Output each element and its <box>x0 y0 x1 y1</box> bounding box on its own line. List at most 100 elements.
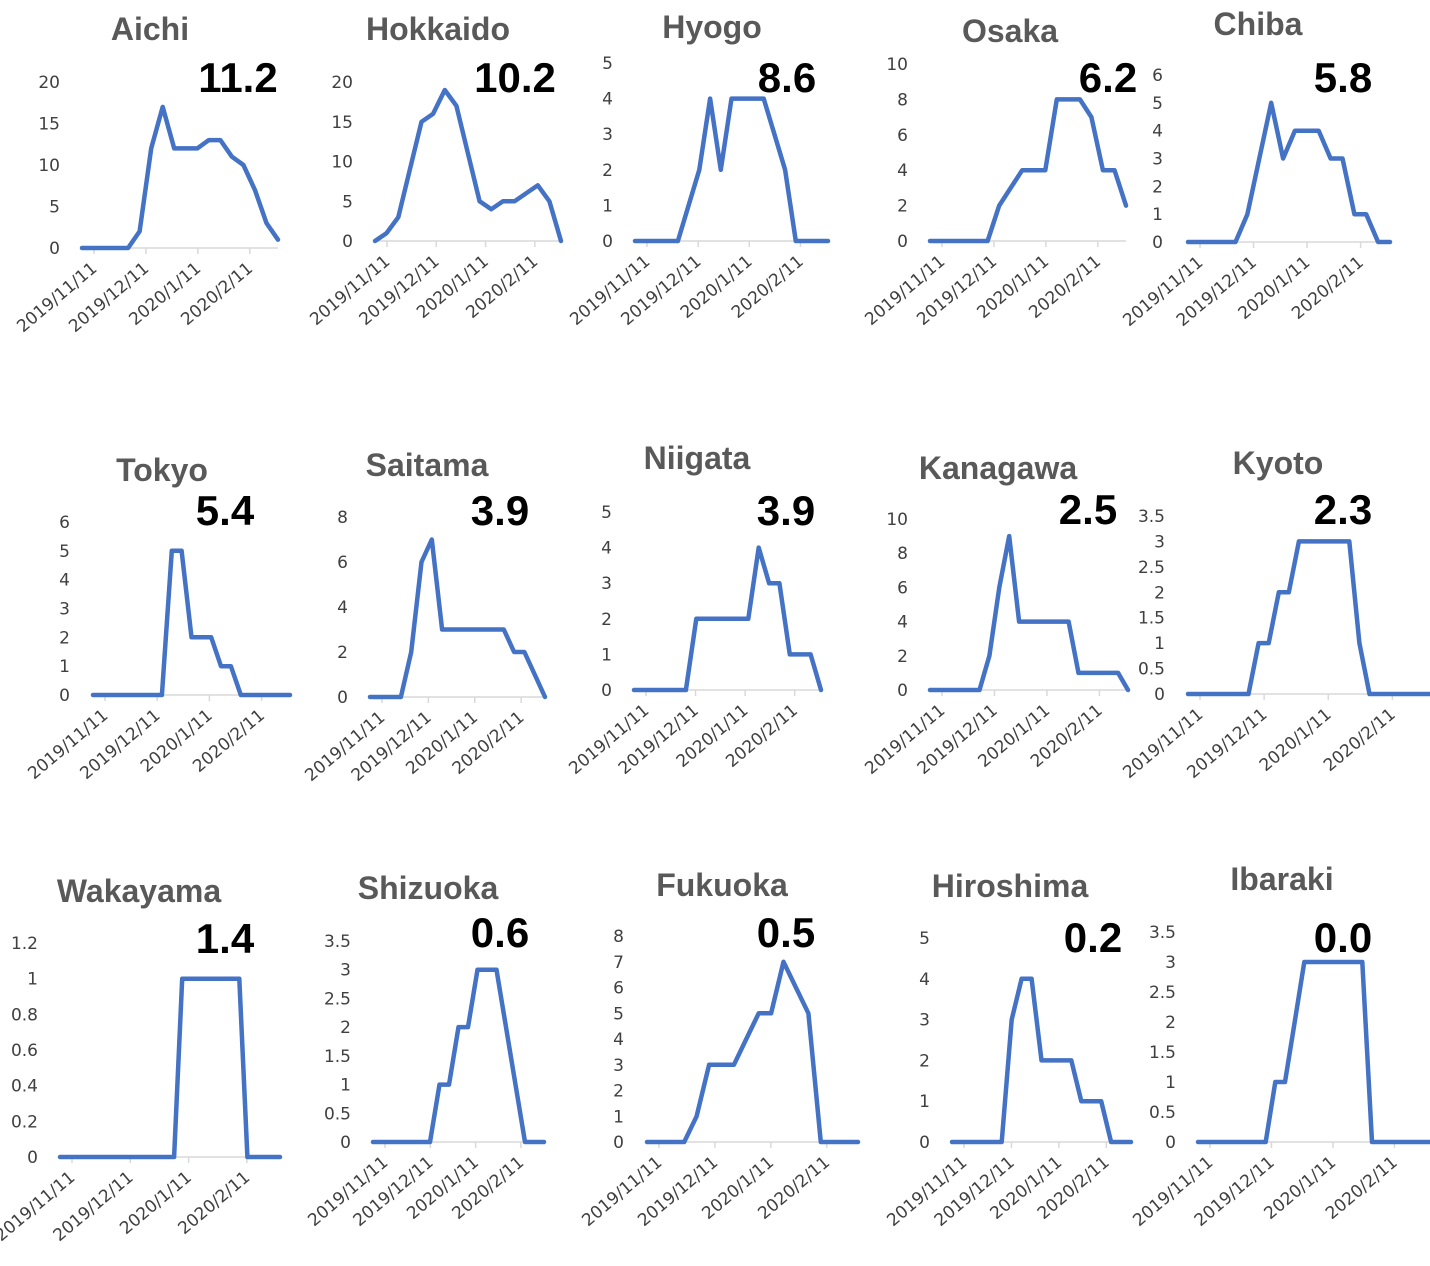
series-line <box>367 537 548 700</box>
y-tick-label: 3 <box>1154 532 1165 552</box>
chart-title: Ibaraki <box>1230 861 1333 897</box>
y-tick-label: 8 <box>613 927 624 947</box>
y-tick-label: 10 <box>886 55 908 75</box>
y-tick-label: 2 <box>897 197 908 217</box>
y-tick-label: 0.6 <box>11 1041 38 1061</box>
chart-chiba: Chiba5.801234562019/11/112019/12/112020/… <box>1119 6 1393 331</box>
y-tick-label: 1.5 <box>1149 1043 1176 1063</box>
value-label: 0.2 <box>1064 914 1122 961</box>
chart-title: Kanagawa <box>919 450 1077 486</box>
chart-saitama: Saitama3.9024682019/11/112019/12/112020/… <box>301 447 548 786</box>
y-tick-label: 1 <box>1154 634 1165 654</box>
y-tick-label: 8 <box>337 508 348 528</box>
y-tick-label: 2 <box>601 610 612 630</box>
series-line <box>1195 959 1430 1145</box>
y-tick-label: 1 <box>613 1107 624 1127</box>
series-line <box>79 104 281 251</box>
y-tick-label: 0 <box>897 681 908 701</box>
y-tick-label: 1.5 <box>1138 609 1165 629</box>
y-tick-label: 4 <box>919 970 930 990</box>
series-line <box>644 959 861 1145</box>
y-tick-label: 0 <box>919 1133 930 1153</box>
y-tick-label: 0.2 <box>11 1112 38 1132</box>
y-tick-label: 0 <box>27 1148 38 1168</box>
y-tick-label: 0.5 <box>1149 1103 1176 1123</box>
y-tick-label: 2.5 <box>1138 558 1165 578</box>
y-tick-label: 0 <box>49 239 60 259</box>
value-label: 2.3 <box>1314 486 1372 533</box>
y-tick-label: 2.5 <box>1149 983 1176 1003</box>
y-tick-label: 5 <box>613 1004 624 1024</box>
y-tick-label: 4 <box>59 571 70 591</box>
y-tick-label: 10 <box>886 510 908 530</box>
y-tick-label: 4 <box>1152 122 1163 142</box>
chart-title: Osaka <box>962 13 1058 49</box>
value-label: 3.9 <box>757 487 815 534</box>
y-tick-label: 1 <box>601 645 612 665</box>
y-tick-label: 0 <box>1154 685 1165 705</box>
y-tick-label: 3 <box>59 600 70 620</box>
y-tick-label: 1 <box>602 196 613 216</box>
y-tick-label: 7 <box>613 953 624 973</box>
y-tick-label: 5 <box>1152 94 1163 114</box>
chart-title: Hyogo <box>662 9 762 45</box>
y-tick-label: 4 <box>601 539 612 559</box>
value-label: 10.2 <box>474 54 556 101</box>
y-tick-label: 1 <box>919 1092 930 1112</box>
y-tick-label: 2 <box>337 643 348 663</box>
series-line <box>632 96 831 244</box>
y-tick-label: 15 <box>38 115 60 135</box>
chart-aichi: Aichi11.2051015202019/11/112019/12/11202… <box>13 11 281 337</box>
value-label: 8.6 <box>758 54 816 101</box>
y-tick-label: 0.5 <box>1138 660 1165 680</box>
chart-tokyo: Tokyo5.401234562019/11/112019/12/112020/… <box>24 452 293 784</box>
y-tick-label: 3 <box>602 125 613 145</box>
y-tick-label: 6 <box>1152 66 1163 86</box>
series-line <box>927 97 1129 244</box>
series-line <box>927 533 1131 693</box>
chart-ibaraki: Ibaraki0.000.511.522.533.52019/11/112019… <box>1129 861 1430 1231</box>
chart-title: Tokyo <box>116 452 208 488</box>
y-tick-label: 4 <box>897 613 908 633</box>
value-label: 0.0 <box>1314 914 1372 961</box>
y-tick-label: 5 <box>602 54 613 74</box>
y-tick-label: 3.5 <box>1149 923 1176 943</box>
value-label: 2.5 <box>1059 486 1117 533</box>
y-tick-label: 6 <box>613 979 624 999</box>
series-line <box>57 976 283 1160</box>
y-tick-label: 5 <box>59 542 70 562</box>
value-label: 5.4 <box>196 487 255 534</box>
y-tick-label: 4 <box>897 161 908 181</box>
chart-shizuoka: Shizuoka0.600.511.522.533.52019/11/11201… <box>304 870 547 1231</box>
chart-kyoto: Kyoto2.300.511.522.533.52019/11/112019/1… <box>1119 445 1430 783</box>
y-tick-label: 20 <box>331 73 353 93</box>
chart-title: Hiroshima <box>932 868 1089 904</box>
y-tick-label: 3 <box>919 1011 930 1031</box>
y-tick-label: 1 <box>59 657 70 677</box>
chart-kanagawa: Kanagawa2.502468102019/11/112019/12/1120… <box>861 450 1131 779</box>
value-label: 0.6 <box>471 909 529 956</box>
series-line <box>1185 100 1393 245</box>
series-line <box>370 967 547 1145</box>
chart-title: Saitama <box>366 447 489 483</box>
y-tick-label: 2.5 <box>324 989 351 1009</box>
y-tick-label: 1 <box>340 1076 351 1096</box>
y-tick-label: 3 <box>1152 150 1163 170</box>
y-tick-label: 2 <box>1154 583 1165 603</box>
chart-title: Wakayama <box>57 873 221 909</box>
y-tick-label: 3 <box>613 1056 624 1076</box>
y-tick-label: 10 <box>331 153 353 173</box>
value-label: 3.9 <box>471 487 529 534</box>
y-tick-label: 0 <box>1165 1133 1176 1153</box>
chart-title: Niigata <box>644 440 751 476</box>
series-line <box>1185 539 1430 697</box>
y-tick-label: 2 <box>602 161 613 181</box>
chart-osaka: Osaka6.202468102019/11/112019/12/112020/… <box>861 13 1137 330</box>
y-tick-label: 2 <box>897 647 908 667</box>
chart-title: Fukuoka <box>656 867 788 903</box>
chart-hiroshima: Hiroshima0.20123452019/11/112019/12/1120… <box>883 868 1134 1231</box>
series-line <box>90 548 293 698</box>
chart-title: Aichi <box>111 11 189 47</box>
y-tick-label: 6 <box>59 513 70 533</box>
y-tick-label: 8 <box>897 544 908 564</box>
